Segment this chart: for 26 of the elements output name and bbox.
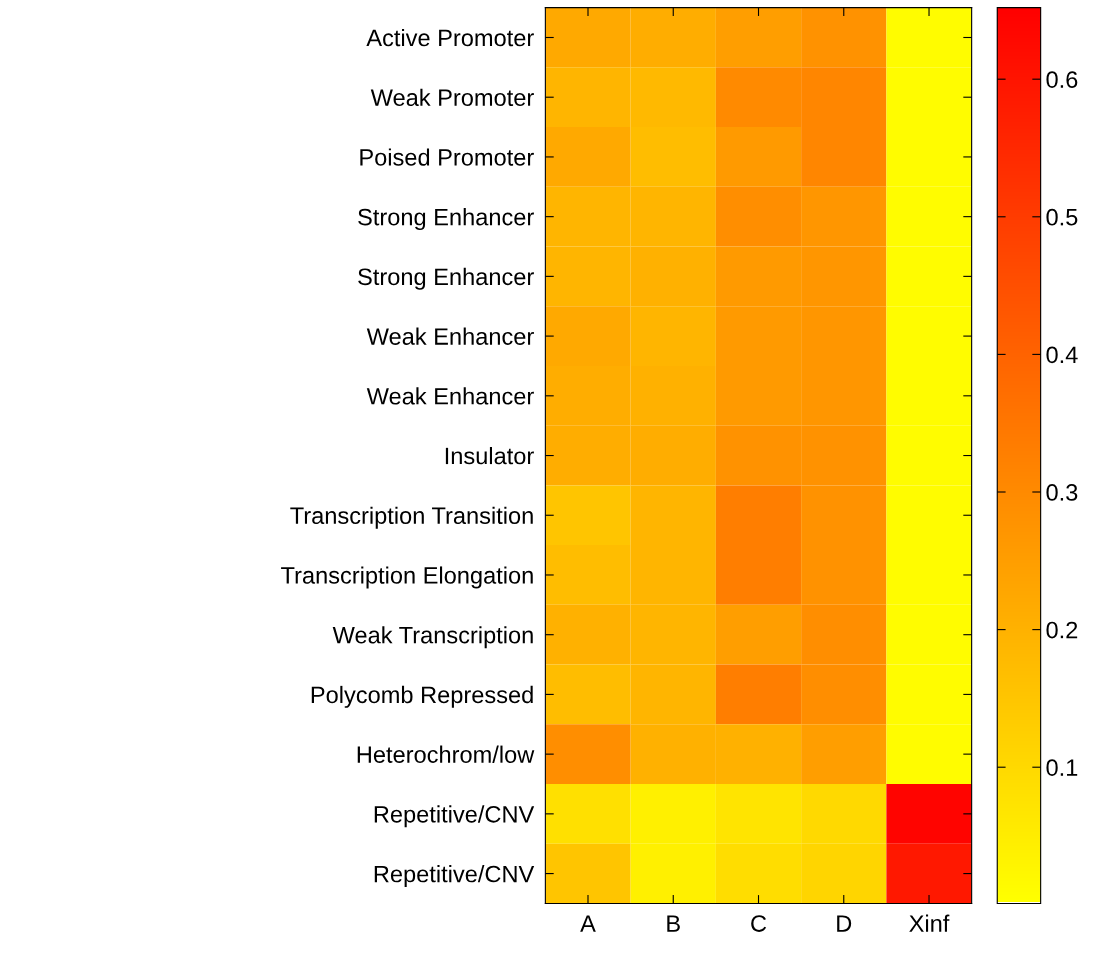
x-tick-label: D xyxy=(837,915,852,932)
y-tick-label: Weak Enhancer xyxy=(366,387,534,405)
y-tick-label: Transcription Transition xyxy=(290,506,533,529)
color-bar-label: 0.5 xyxy=(1046,208,1078,226)
x-tick-label: A xyxy=(580,915,596,932)
y-tick-label: Active Promoter xyxy=(366,28,534,47)
y-tick-label: Heterochrom/low xyxy=(357,745,535,763)
x-tick-label: C xyxy=(751,915,767,932)
color-bar-label: 0.4 xyxy=(1046,346,1078,364)
color-bar-label: 0.2 xyxy=(1046,621,1078,639)
y-tick-label: Repetitive/CNV xyxy=(374,805,535,828)
y-tick-label: Repetitive/CNV xyxy=(374,865,535,888)
y-tick-label: Insulator xyxy=(445,446,534,465)
color-bar-label: 0.3 xyxy=(1046,484,1078,501)
color-bar-label: 0.6 xyxy=(1046,71,1078,88)
y-tick-label: Strong Enhancer xyxy=(358,208,534,231)
y-tick-label: Weak Transcription xyxy=(332,626,533,649)
y-tick-label: Weak Enhancer xyxy=(366,327,534,345)
x-tick-label: B xyxy=(667,915,680,932)
x-tick-label: Xinf xyxy=(909,914,950,932)
y-tick-label: Strong Enhancer xyxy=(358,267,534,290)
y-tick-label: Poised Promoter xyxy=(360,148,534,166)
y-tick-label: Polycomb Repressed xyxy=(311,685,533,708)
y-tick-label: Transcription Elongation xyxy=(281,566,533,589)
y-tick-label: Weak Promoter xyxy=(370,88,534,106)
color-bar-label: 0.1 xyxy=(1046,759,1078,776)
